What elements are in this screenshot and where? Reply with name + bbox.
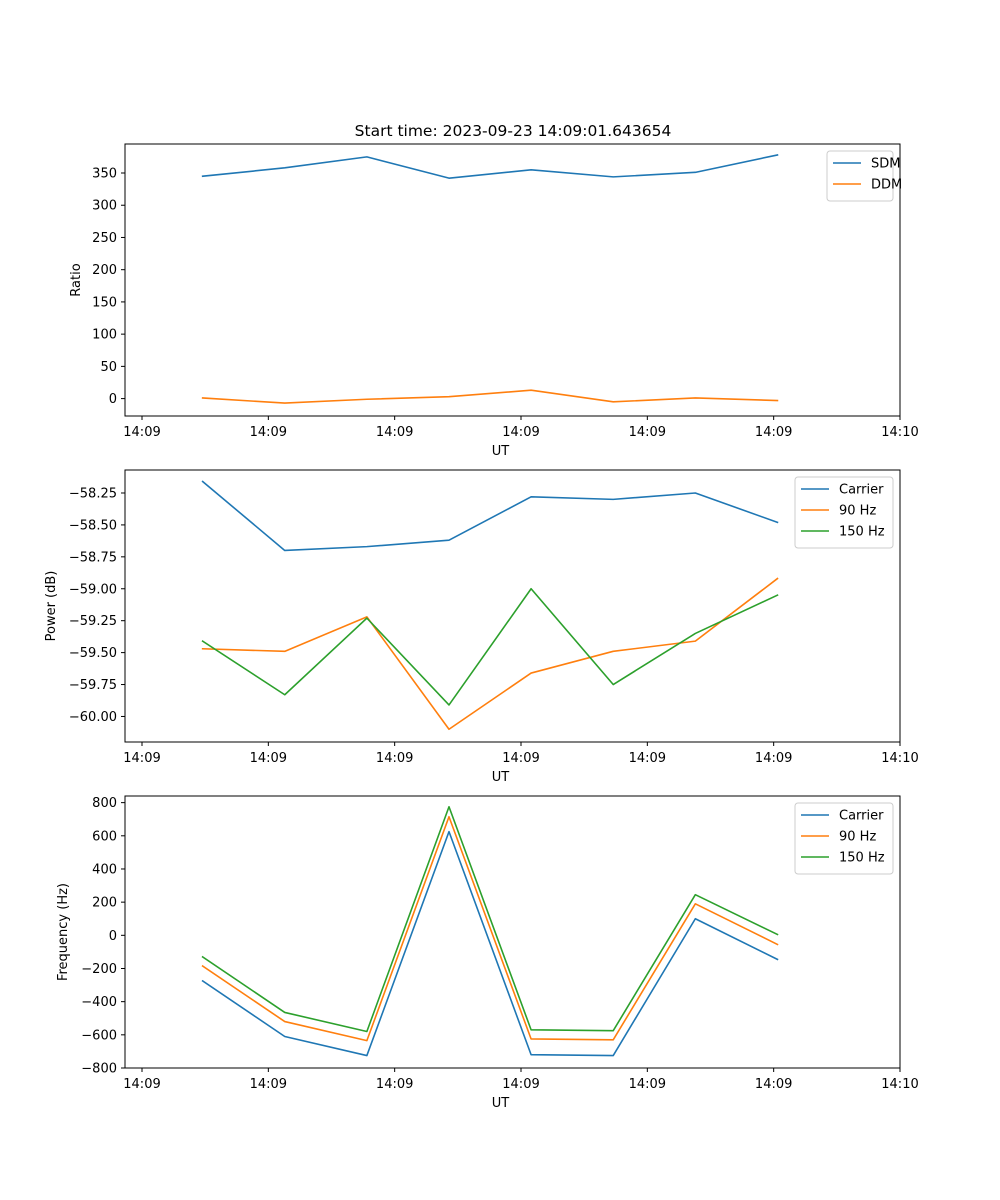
ratio-axes-frame	[124, 143, 901, 417]
ratio-x-tick-label: 14:09	[250, 425, 287, 440]
power-y-tick-label: −58.25	[69, 486, 117, 501]
power-x-tick-label: 14:09	[502, 751, 539, 766]
frequency-series-carrier-line	[201, 830, 779, 1057]
panel-power: 14:09 14:09 14:09 14:09 14:09 14:09 14:10 −60.0…	[44, 469, 919, 785]
power-y-tick-label: −59.25	[69, 614, 117, 629]
frequency-y-tick-label: 800	[92, 796, 117, 811]
ratio-y-tick-label: 150	[92, 295, 117, 310]
power-x-axis-label: UT	[492, 770, 510, 785]
frequency-axes-frame	[124, 795, 901, 1069]
ratio-series-ddm-line	[201, 389, 779, 404]
ratio-x-tick-label: 14:09	[376, 425, 413, 440]
power-x-tick-label: 14:10	[881, 751, 918, 766]
ratio-y-axis-label: Ratio	[69, 263, 84, 296]
ratio-x-tick-label: 14:09	[502, 425, 539, 440]
power-legend: Carrier 90 Hz 150 Hz	[794, 476, 894, 549]
power-x-tick-label: 14:09	[629, 751, 666, 766]
power-legend-label-carrier: Carrier	[839, 483, 884, 498]
frequency-y-tick-label: 200	[92, 896, 117, 911]
frequency-y-tick-label: 0	[109, 929, 117, 944]
ratio-x-tick-label: 14:09	[755, 425, 792, 440]
panels: 14:09 14:09 14:09 14:09 14:09 14:09 14:10 0 50 10…	[44, 143, 919, 1111]
power-legend-label-90-hz: 90 Hz	[839, 504, 876, 519]
frequency-x-tick-label: 14:09	[755, 1077, 792, 1092]
power-y-tick-label: −59.75	[69, 678, 117, 693]
ratio-y-tick-label: 250	[92, 231, 117, 246]
ratio-x-axis-label: UT	[492, 444, 510, 459]
frequency-legend-label-150-hz: 150 Hz	[839, 851, 885, 866]
frequency-legend: Carrier 90 Hz 150 Hz	[794, 802, 894, 875]
frequency-y-tick-label: −600	[81, 1028, 117, 1043]
power-axes-frame	[124, 469, 901, 743]
ratio-series-sdm-line	[201, 154, 779, 179]
ratio-y-tick-label: 0	[109, 392, 117, 407]
power-y-axis-label: Power (dB)	[44, 571, 59, 642]
ratio-legend: SDM DDM	[826, 150, 902, 202]
frequency-y-axis-label: Frequency (Hz)	[56, 883, 71, 981]
ratio-legend-label-ddm: DDM	[871, 178, 902, 193]
power-y-tick-label: −58.50	[69, 518, 117, 533]
ratio-x-tick-label: 14:10	[881, 425, 918, 440]
ratio-y-tick-label: 50	[100, 360, 117, 375]
power-x-tick-label: 14:09	[755, 751, 792, 766]
ratio-x-tick-label: 14:09	[629, 425, 666, 440]
power-y-tick-label: −59.50	[69, 646, 117, 661]
ratio-y-tick-label: 100	[92, 328, 117, 343]
frequency-y-tick-label: 600	[92, 829, 117, 844]
frequency-x-axis-label: UT	[492, 1096, 510, 1111]
ratio-x-tick-label: 14:09	[123, 425, 160, 440]
frequency-series-90-hz-line	[201, 815, 779, 1042]
frequency-x-tick-label: 14:09	[629, 1077, 666, 1092]
power-y-tick-label: −60.00	[69, 710, 117, 725]
frequency-y-tick-label: −800	[81, 1062, 117, 1077]
frequency-x-tick-label: 14:09	[123, 1077, 160, 1092]
frequency-x-tick-label: 14:09	[250, 1077, 287, 1092]
figure-title: Start time: 2023-09-23 14:09:01.643654	[355, 122, 672, 140]
power-y-tick-label: −58.75	[69, 550, 117, 565]
power-series-carrier-line	[201, 480, 779, 552]
frequency-y-tick-label: −200	[81, 962, 117, 977]
power-legend-label-150-hz: 150 Hz	[839, 525, 885, 540]
power-series-150-hz-line	[201, 587, 779, 706]
power-x-tick-label: 14:09	[376, 751, 413, 766]
power-x-tick-label: 14:09	[123, 751, 160, 766]
frequency-y-tick-label: −400	[81, 995, 117, 1010]
ratio-y-tick-label: 300	[92, 199, 117, 214]
frequency-legend-label-90-hz: 90 Hz	[839, 830, 876, 845]
ratio-y-tick-label: 350	[92, 167, 117, 182]
frequency-legend-label-carrier: Carrier	[839, 809, 884, 824]
frequency-series-150-hz-line	[201, 805, 779, 1033]
frequency-x-tick-label: 14:10	[881, 1077, 918, 1092]
ratio-legend-label-sdm: SDM	[871, 157, 900, 172]
power-y-tick-label: −59.00	[69, 582, 117, 597]
panel-ratio: 14:09 14:09 14:09 14:09 14:09 14:09 14:10 0 50 10…	[69, 143, 919, 459]
frequency-x-tick-label: 14:09	[376, 1077, 413, 1092]
panel-frequency: 14:09 14:09 14:09 14:09 14:09 14:09 14:10 −800 −…	[56, 795, 919, 1111]
ratio-y-tick-label: 200	[92, 263, 117, 278]
frequency-x-tick-label: 14:09	[502, 1077, 539, 1092]
power-x-tick-label: 14:09	[250, 751, 287, 766]
frequency-y-tick-label: 400	[92, 862, 117, 877]
